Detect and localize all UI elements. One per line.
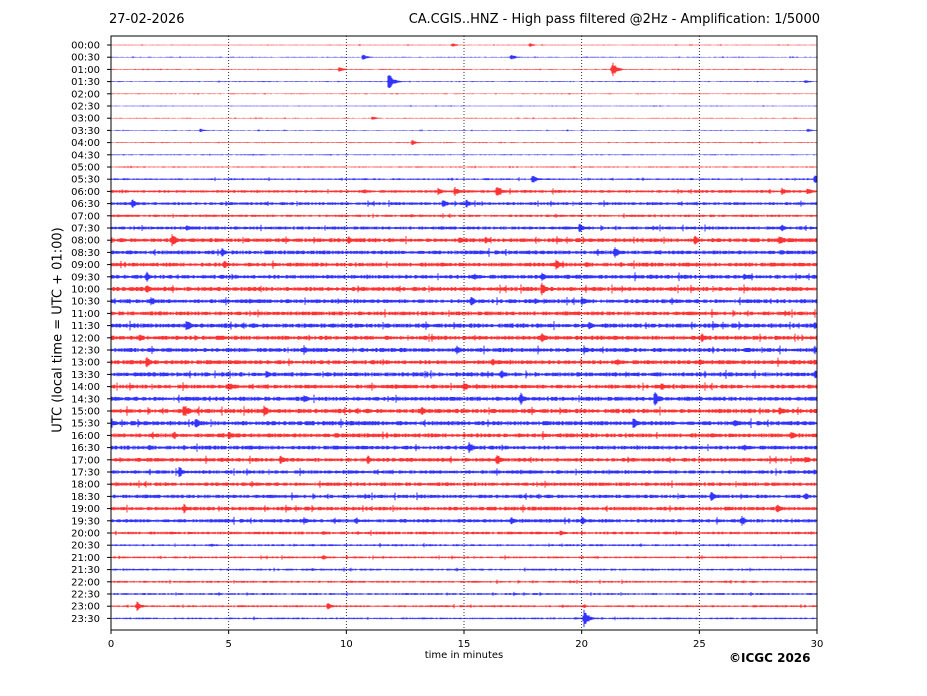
row-label: 00:00 xyxy=(71,41,100,52)
row-label: 00:30 xyxy=(71,53,100,64)
row-label: 06:30 xyxy=(71,199,100,210)
x-axis-ticks: 0 5 10 15 20 25 30 xyxy=(108,630,824,650)
trace-row-21:30 xyxy=(110,567,818,572)
trace-row-08:00 xyxy=(110,234,818,247)
row-label: 16:30 xyxy=(71,443,100,454)
trace-row-10:30 xyxy=(110,296,818,306)
row-label: 21:30 xyxy=(71,565,100,576)
x-tick-label: 30 xyxy=(811,639,824,650)
trace-row-12:30 xyxy=(110,345,818,355)
row-label: 13:30 xyxy=(71,370,100,381)
row-label: 07:00 xyxy=(71,211,100,222)
plot-frame xyxy=(110,35,818,631)
row-label: 01:00 xyxy=(71,65,100,76)
trace-row-07:00 xyxy=(110,213,818,219)
row-label: 15:30 xyxy=(71,419,100,430)
trace-row-10:00 xyxy=(110,282,818,296)
trace-row-18:30 xyxy=(110,492,818,501)
chart-title: CA.CGIS..HNZ - High pass filtered @2Hz -… xyxy=(408,12,820,27)
trace-row-01:30 xyxy=(110,75,818,88)
date-label: 27-02-2026 xyxy=(109,12,185,27)
trace-row-06:30 xyxy=(110,199,818,208)
row-label: 15:00 xyxy=(71,407,100,418)
row-label: 18:30 xyxy=(71,492,100,503)
x-tick-label: 5 xyxy=(225,639,231,650)
x-tick-label: 10 xyxy=(340,639,353,650)
row-label: 08:00 xyxy=(71,236,100,247)
row-label: 02:30 xyxy=(71,102,100,113)
row-label: 08:30 xyxy=(71,248,100,259)
row-label: 20:00 xyxy=(71,529,100,540)
row-label: 12:30 xyxy=(71,346,100,357)
trace-row-00:00 xyxy=(110,43,818,47)
row-label: 23:00 xyxy=(71,602,100,613)
x-tick-label: 25 xyxy=(693,639,706,650)
trace-row-12:00 xyxy=(110,333,818,343)
trace-row-16:30 xyxy=(110,442,818,453)
trace-row-11:30 xyxy=(110,320,818,331)
row-label: 11:00 xyxy=(71,309,100,320)
row-label: 20:30 xyxy=(71,541,100,552)
row-label: 18:00 xyxy=(71,480,100,491)
row-label: 09:00 xyxy=(71,260,100,271)
row-label: 10:00 xyxy=(71,285,100,296)
trace-row-14:30 xyxy=(110,392,818,406)
row-label: 09:30 xyxy=(71,272,100,283)
trace-row-00:30 xyxy=(110,54,818,60)
row-label: 22:30 xyxy=(71,590,100,601)
row-label: 04:30 xyxy=(71,150,100,161)
x-tick-label: 15 xyxy=(458,639,471,650)
x-axis-label: time in minutes xyxy=(424,650,504,661)
trace-row-04:30 xyxy=(110,153,818,156)
row-label: 03:00 xyxy=(71,114,100,125)
row-label: 13:00 xyxy=(71,358,100,369)
row-label: 23:30 xyxy=(71,614,100,625)
trace-row-06:00 xyxy=(110,186,818,196)
trace-row-22:30 xyxy=(110,591,818,597)
trace-row-05:30 xyxy=(110,175,818,183)
trace-row-22:00 xyxy=(110,579,818,584)
row-label: 14:00 xyxy=(71,382,100,393)
trace-row-01:00 xyxy=(110,62,818,77)
row-label: 05:00 xyxy=(71,163,100,174)
trace-row-05:00 xyxy=(110,165,818,169)
trace-row-13:00 xyxy=(110,357,818,368)
row-label: 17:00 xyxy=(71,455,100,466)
row-label: 04:00 xyxy=(71,138,100,149)
row-label: 19:30 xyxy=(71,516,100,527)
trace-row-20:00 xyxy=(110,530,818,536)
trace-row-11:00 xyxy=(110,309,818,318)
row-label: 17:30 xyxy=(71,468,100,479)
seismogram-traces xyxy=(110,43,818,628)
row-label: 07:30 xyxy=(71,224,100,235)
trace-row-19:00 xyxy=(110,503,818,514)
trace-row-08:30 xyxy=(110,247,818,258)
trace-row-14:00 xyxy=(110,382,818,392)
row-label: 11:30 xyxy=(71,321,100,332)
row-label: 12:00 xyxy=(71,333,100,344)
x-tick-label: 20 xyxy=(575,639,588,650)
row-label: 21:00 xyxy=(71,553,100,564)
row-label: 22:00 xyxy=(71,577,100,588)
row-label: 01:30 xyxy=(71,77,100,88)
row-label: 06:00 xyxy=(71,187,100,198)
row-label: 14:30 xyxy=(71,394,100,405)
grid-lines xyxy=(228,36,700,630)
row-label: 03:30 xyxy=(71,126,100,137)
trace-row-13:30 xyxy=(110,369,818,379)
row-label: 05:30 xyxy=(71,175,100,186)
x-tick-label: 0 xyxy=(108,639,114,650)
row-label: 19:00 xyxy=(71,504,100,515)
row-label: 10:30 xyxy=(71,297,100,308)
trace-row-19:30 xyxy=(110,516,818,526)
copyright-label: ©ICGC 2026 xyxy=(729,651,811,665)
row-label: 16:00 xyxy=(71,431,100,442)
row-label: 02:00 xyxy=(71,89,100,100)
